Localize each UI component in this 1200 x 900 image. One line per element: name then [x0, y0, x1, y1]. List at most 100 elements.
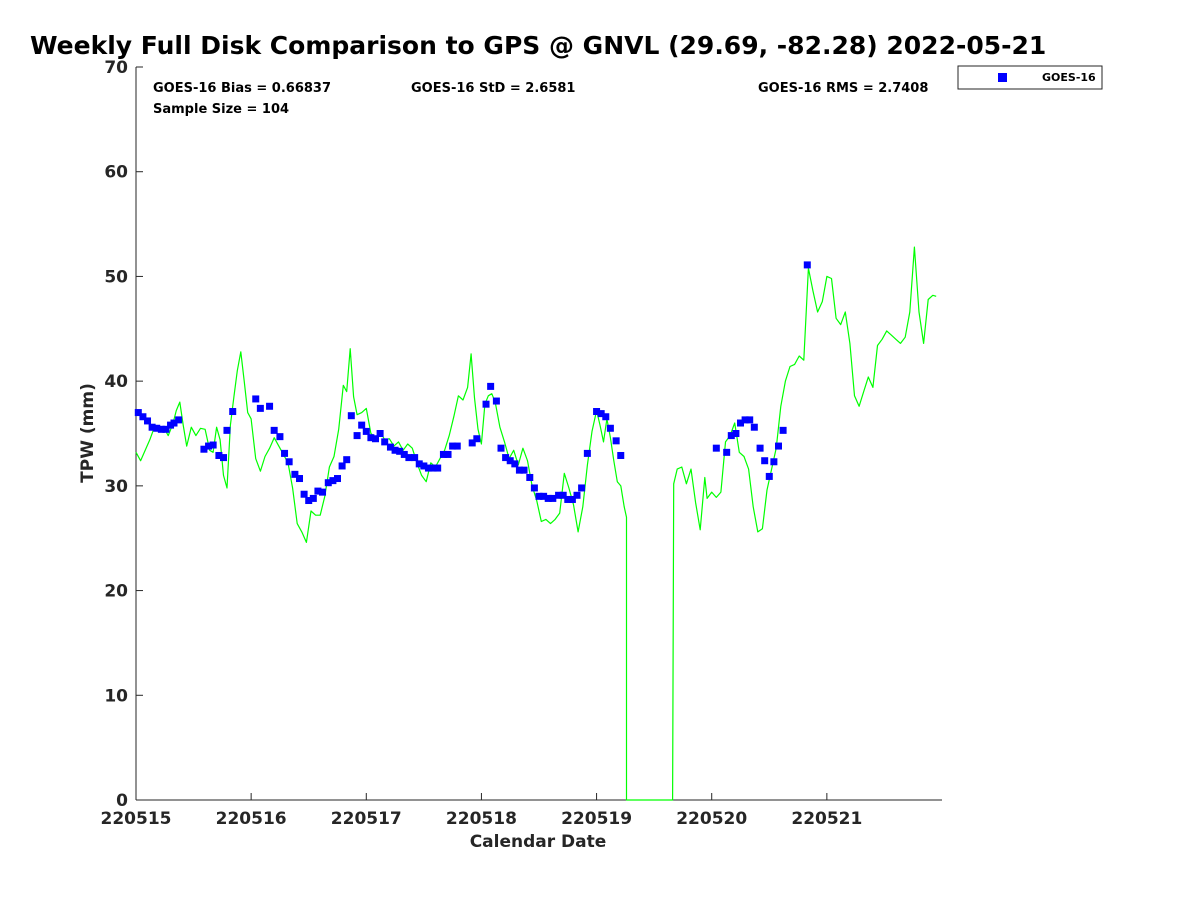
goes-16-point — [583, 449, 591, 457]
goes-16-point — [761, 457, 769, 465]
goes-16-point — [750, 423, 758, 431]
goes-16-point — [526, 473, 534, 481]
goes-16-point — [617, 451, 625, 459]
goes-16-point — [309, 494, 317, 502]
goes-16-point — [482, 400, 490, 408]
y-tick-label: 20 — [104, 582, 128, 602]
x-ticks: 220515 220516 220517 220518 220519 220520 2205… — [101, 793, 862, 829]
goes-16-point — [453, 442, 461, 450]
goes-16-point — [153, 424, 161, 432]
goes-16-point — [144, 417, 152, 425]
goes-16-point — [578, 484, 586, 492]
goes-16-point — [209, 441, 217, 449]
goes-16-point — [223, 426, 231, 434]
goes-16-point — [606, 424, 614, 432]
goes-16-point — [281, 449, 289, 457]
gps-series-line — [135, 246, 937, 801]
stat-bias: GOES-16 Bias = 0.66837 — [153, 81, 331, 96]
goes-16-point — [468, 439, 476, 447]
stat-sample-size: Sample Size = 104 — [153, 102, 289, 117]
goes-16-point — [774, 442, 782, 450]
goes-16-series — [134, 261, 811, 505]
goes-16-point — [305, 497, 313, 505]
x-axis-label: Calendar Date — [470, 832, 607, 852]
goes-16-point — [712, 444, 720, 452]
y-tick-label: 10 — [104, 686, 128, 706]
goes-16-point — [564, 495, 572, 503]
goes-16-point — [319, 488, 327, 496]
goes-16-point — [770, 458, 778, 466]
chart-title: Weekly Full Disk Comparison to GPS @ GNV… — [30, 31, 1046, 60]
goes-16-point — [544, 494, 552, 502]
goes-16-point — [367, 434, 375, 442]
legend: GOES-16 — [957, 65, 1103, 90]
goes-16-point — [449, 442, 457, 450]
goes-16-point — [148, 423, 156, 431]
goes-16-point — [593, 408, 601, 416]
goes-16-point — [444, 450, 452, 458]
stat-std: GOES-16 StD = 2.6581 — [411, 81, 575, 96]
goes-16-point — [329, 477, 337, 485]
goes-16-point — [429, 464, 437, 472]
goes-16-point — [276, 433, 284, 441]
goes-16-point — [285, 458, 293, 466]
goes-16-point — [737, 419, 744, 427]
goes-16-point — [779, 426, 787, 434]
x-tick-label: 220518 — [446, 809, 517, 829]
goes-16-point — [530, 484, 538, 492]
goes-16-point — [220, 454, 228, 462]
goes-16-point — [256, 404, 264, 412]
goes-16-point — [386, 443, 394, 451]
y-tick-label: 30 — [104, 477, 128, 497]
goes-16-point — [396, 447, 404, 455]
goes-16-point — [296, 475, 304, 483]
goes-16-point — [502, 454, 510, 462]
goes-16-point — [568, 495, 576, 503]
goes-16-point — [229, 408, 237, 416]
goes-16-point — [371, 435, 379, 443]
legend-box — [957, 65, 1103, 90]
x-tick-label: 220520 — [676, 809, 747, 829]
goes-16-point — [573, 491, 581, 499]
y-ticks: 0 10 20 30 40 50 60 70 — [104, 58, 143, 811]
goes-16-point — [200, 445, 208, 453]
plot-area — [135, 67, 942, 801]
goes-16-point — [420, 462, 428, 470]
goes-16-point — [324, 479, 332, 487]
goes-16-point — [506, 457, 514, 465]
goes-16-point — [338, 462, 346, 470]
goes-16-point — [559, 491, 567, 499]
goes-16-point — [597, 410, 605, 418]
goes-16-point — [741, 416, 749, 424]
goes-16-point — [362, 427, 370, 435]
gps-series — [135, 246, 937, 801]
goes-16-point — [266, 402, 274, 410]
goes-16-point — [765, 472, 773, 480]
goes-16-point — [391, 446, 399, 454]
goes-16-point — [400, 450, 408, 458]
goes-16-point — [723, 448, 731, 456]
goes-16-point — [515, 466, 523, 474]
x-tick-label: 220516 — [216, 809, 287, 829]
x-tick-label: 220517 — [331, 809, 402, 829]
goes-16-point — [376, 430, 384, 437]
goes-16-point — [520, 466, 528, 474]
stat-rms: GOES-16 RMS = 2.7408 — [758, 81, 928, 96]
goes-16-point — [487, 382, 495, 390]
goes-16-point — [139, 413, 147, 421]
goes-16-point — [300, 490, 308, 498]
goes-16-point — [511, 460, 519, 468]
goes-16-point — [334, 475, 341, 483]
goes-16-point — [549, 494, 557, 502]
goes-16-point — [612, 437, 620, 445]
goes-16-point — [175, 416, 183, 424]
goes-16-point — [497, 444, 505, 452]
goes-16-point — [134, 409, 142, 417]
y-axis-label: TPW (mm) — [78, 383, 98, 483]
goes-16-point — [492, 397, 500, 405]
y-tick-label: 0 — [116, 791, 128, 811]
y-tick-label: 50 — [104, 267, 128, 287]
legend-label: GOES-16 — [1042, 71, 1096, 84]
goes-16-point — [746, 416, 754, 424]
goes-16-point — [314, 487, 322, 495]
